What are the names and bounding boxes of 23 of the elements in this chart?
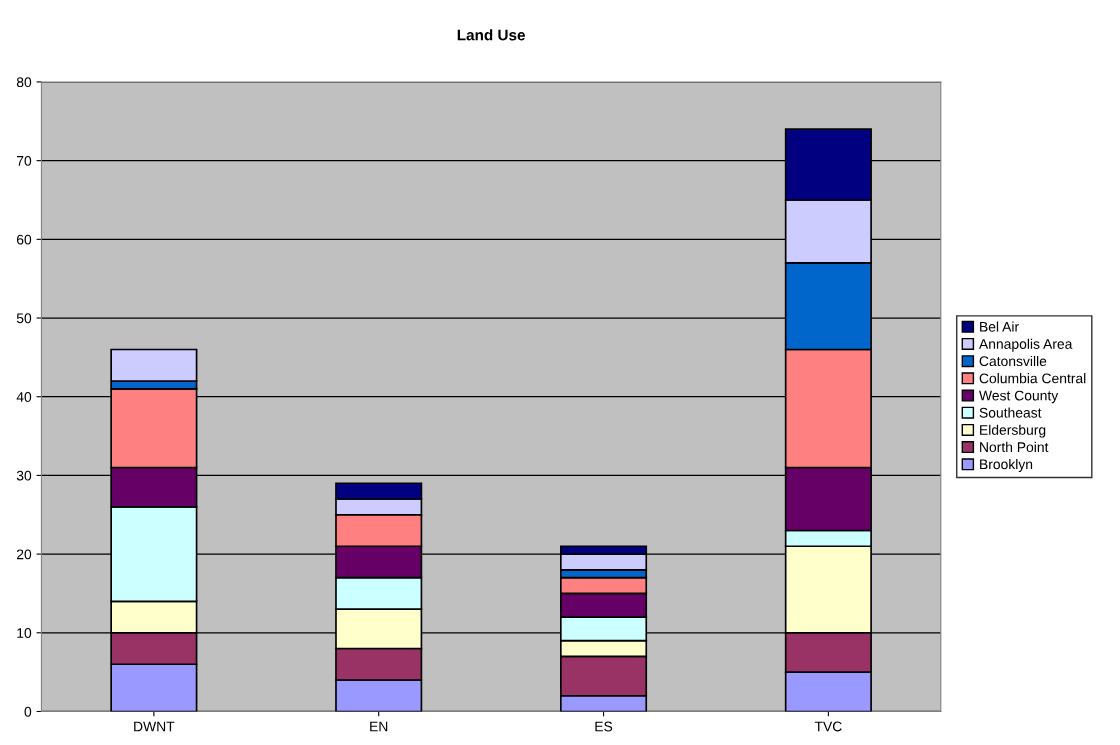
legend-label: Southeast [979, 407, 1042, 418]
legend-label: Columbia Central [979, 373, 1086, 384]
y-tick-label: 0 [24, 706, 32, 717]
legend-label: West County [979, 390, 1059, 404]
y-tick-label: 40 [16, 392, 32, 402]
y-tick-label: 10 [17, 628, 32, 638]
y-tick-label: 50 [16, 313, 32, 324]
y-tick-label: 60 [16, 234, 32, 245]
x-tick-label: DWNT [134, 721, 175, 732]
y-tick-label: 80 [16, 77, 32, 88]
y-tick-label: 70 [16, 155, 32, 166]
legend-label: North Point [980, 441, 1049, 453]
legend-label: Bel Air [980, 321, 1019, 332]
chart-title: Land Use [457, 29, 525, 41]
y-tick-label: 20 [16, 549, 32, 560]
x-tick-label: EN [370, 721, 388, 732]
x-tick-label: TVC [814, 721, 842, 732]
legend-label: Catonsville [979, 355, 1047, 367]
y-tick-label: 30 [16, 470, 32, 481]
legend-label: Annapolis Area [978, 338, 1073, 352]
x-tick-label: ES [595, 721, 613, 732]
legend-label: Brooklyn [980, 459, 1033, 472]
legend-label: Eldersburg [980, 424, 1046, 438]
